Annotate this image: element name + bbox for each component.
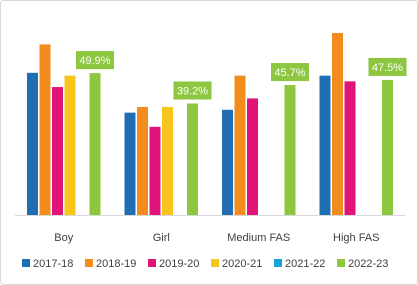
value-label-box [76, 51, 114, 70]
bar [27, 72, 38, 215]
value-label-box [368, 57, 407, 76]
legend-label: 2022-23 [348, 258, 388, 270]
legend-swatch [274, 259, 282, 267]
legend-swatch [85, 259, 93, 267]
value-label: 45.7% [274, 67, 305, 79]
legend-label: 2019-20 [159, 258, 199, 270]
bar [234, 75, 246, 215]
bar [187, 103, 198, 215]
bar [247, 98, 258, 215]
bar [52, 87, 63, 215]
bar [284, 85, 296, 216]
bar [124, 112, 136, 215]
legend-label: 2017-18 [33, 258, 73, 270]
bar [382, 79, 393, 215]
value-label: 47.5% [372, 62, 403, 74]
legend-label: 2018-19 [96, 258, 136, 270]
value-label: 39.2% [177, 85, 208, 97]
x-tick-label: Medium FAS [227, 232, 290, 244]
bar [344, 81, 356, 215]
bar [332, 33, 343, 215]
legend-swatch [22, 259, 30, 267]
x-tick-label: Boy [54, 232, 73, 244]
legend-swatch [337, 259, 345, 267]
x-tick-label: High FAS [333, 232, 379, 244]
bar [162, 106, 173, 215]
bar [222, 109, 233, 215]
legend-swatch [148, 259, 156, 267]
legend-label: 2021-22 [285, 258, 325, 270]
legend-swatch [211, 259, 219, 267]
value-label-box [173, 81, 212, 100]
bar [89, 73, 101, 215]
value-label: 49.9% [79, 55, 110, 67]
bar [319, 75, 331, 215]
bar [149, 126, 161, 215]
bar [137, 106, 148, 215]
legend-label: 2020-21 [222, 258, 262, 270]
value-label-box [271, 63, 309, 82]
x-tick-label: Girl [153, 232, 170, 244]
bar [39, 44, 51, 215]
bar [64, 75, 76, 215]
